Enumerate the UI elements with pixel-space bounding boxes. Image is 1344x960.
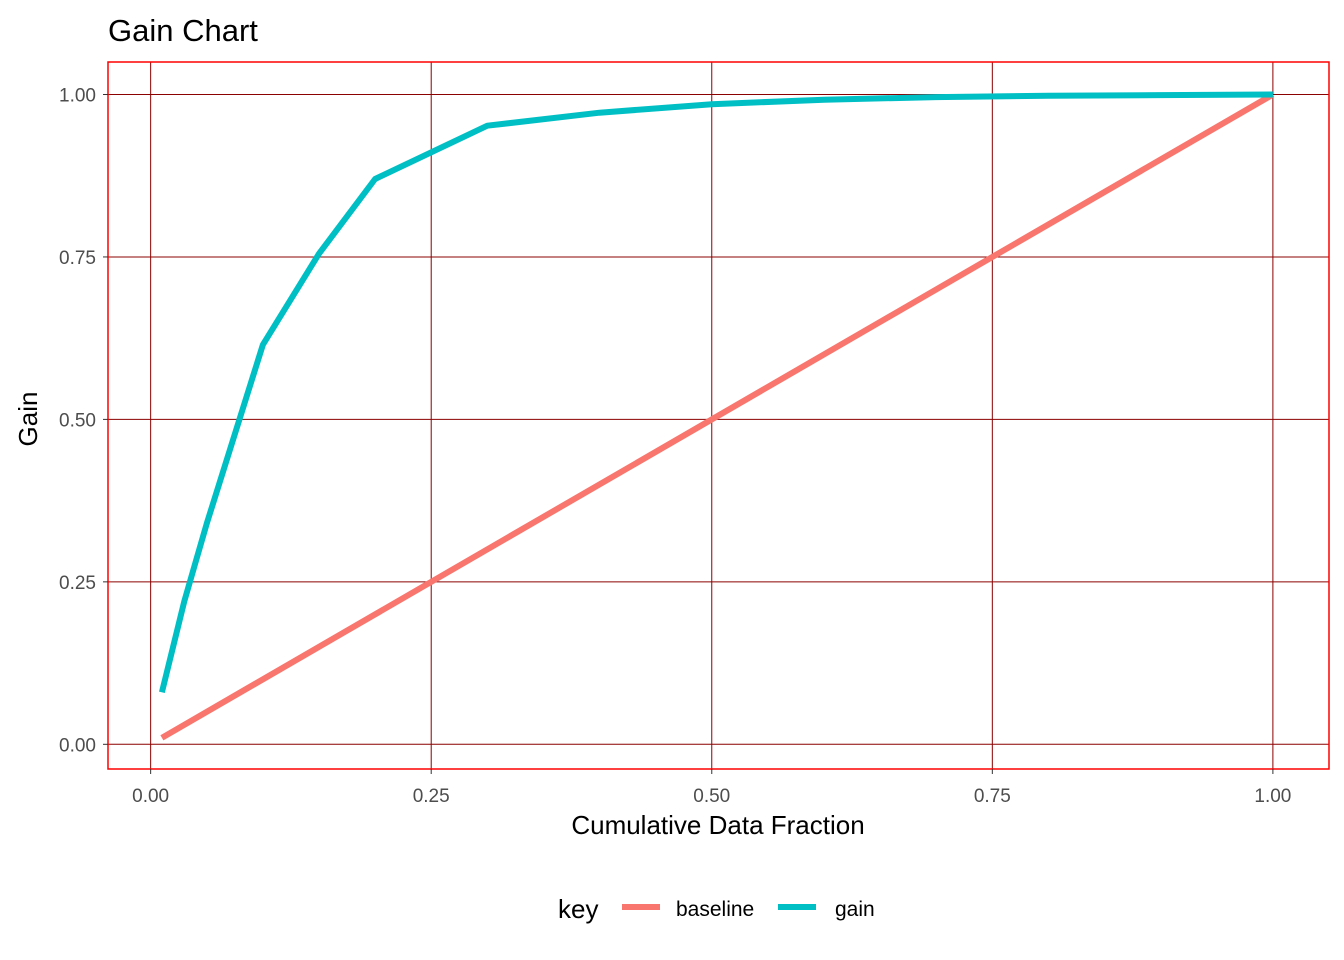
y-tick-label-0: 0.00 — [59, 735, 96, 756]
x-tick-label-2: 0.50 — [693, 786, 730, 807]
y-tick-label-1: 0.25 — [59, 573, 96, 594]
x-axis-ticks: 0.00 0.25 0.50 0.75 1.00 — [132, 769, 1291, 807]
series-lines — [158, 91, 1275, 741]
legend-label-baseline: baseline — [676, 898, 754, 921]
series-line-gain — [158, 91, 1273, 694]
legend-title: key — [558, 894, 598, 924]
legend: key baseline gain — [558, 894, 875, 924]
x-axis-title: Cumulative Data Fraction — [571, 810, 864, 840]
y-tick-label-4: 1.00 — [59, 85, 96, 106]
x-tick-label-0: 0.00 — [132, 786, 169, 807]
x-tick-label-3: 0.75 — [974, 786, 1011, 807]
series-line-baseline — [160, 91, 1275, 741]
plot-panel-border — [107, 61, 1330, 770]
chart-title: Gain Chart — [108, 13, 258, 48]
y-tick-label-3: 0.75 — [59, 248, 96, 269]
y-axis-title: Gain — [13, 392, 43, 447]
y-tick-label-2: 0.50 — [59, 410, 96, 431]
legend-label-gain: gain — [835, 898, 875, 921]
y-axis-ticks: 0.00 0.25 0.50 0.75 1.00 — [59, 85, 108, 756]
x-tick-label-1: 0.25 — [413, 786, 450, 807]
x-tick-label-4: 1.00 — [1254, 786, 1291, 807]
